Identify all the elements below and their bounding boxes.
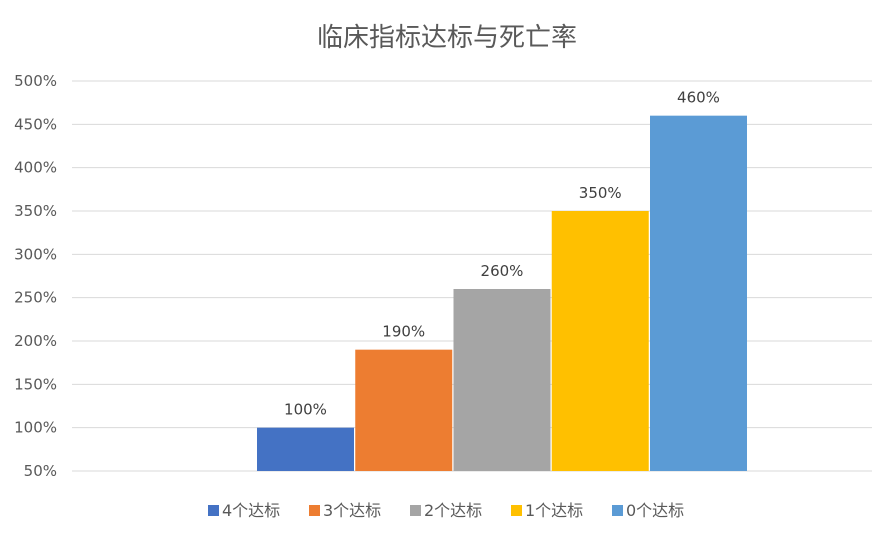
data-label: 460% [677, 89, 720, 107]
bars [257, 115, 747, 472]
legend-label: 3个达标 [323, 501, 381, 520]
y-tick-label: 150% [14, 375, 57, 393]
y-tick-label: 100% [14, 419, 57, 437]
y-tick-label: 200% [14, 332, 57, 350]
y-tick-label: 400% [14, 159, 57, 177]
legend-swatch [612, 505, 623, 516]
y-tick-label: 350% [14, 202, 57, 220]
legend-label: 4个达标 [222, 501, 280, 520]
data-label: 350% [579, 184, 622, 202]
legend-swatch [208, 505, 219, 516]
data-labels: 100% 190% 260% 350% 460% [284, 89, 720, 419]
y-tick-label: 50% [24, 462, 57, 480]
legend-swatch [511, 505, 522, 516]
legend-label: 1个达标 [525, 501, 583, 520]
bar [551, 211, 649, 471]
legend-swatch [309, 505, 320, 516]
y-tick-label: 250% [14, 289, 57, 307]
legend-label: 2个达标 [424, 501, 482, 520]
bar [453, 289, 551, 471]
data-label: 190% [382, 323, 425, 341]
legend: 4个达标 3个达标 2个达标 1个达标 0个达标 [208, 501, 684, 520]
bar [650, 115, 747, 472]
y-tick-label: 450% [14, 115, 57, 133]
bar [257, 427, 354, 471]
legend-label: 0个达标 [626, 501, 684, 520]
chart-title: 临床指标达标与死亡率 [317, 23, 577, 53]
data-label: 100% [284, 401, 327, 419]
legend-swatch [410, 505, 421, 516]
y-axis-ticks: 50% 100% 150% 200% 250% 300% 350% 400% 450% 500% [14, 72, 57, 480]
data-label: 260% [481, 262, 524, 280]
bar [355, 349, 453, 471]
y-tick-label: 500% [14, 72, 57, 90]
y-tick-label: 300% [14, 245, 57, 263]
